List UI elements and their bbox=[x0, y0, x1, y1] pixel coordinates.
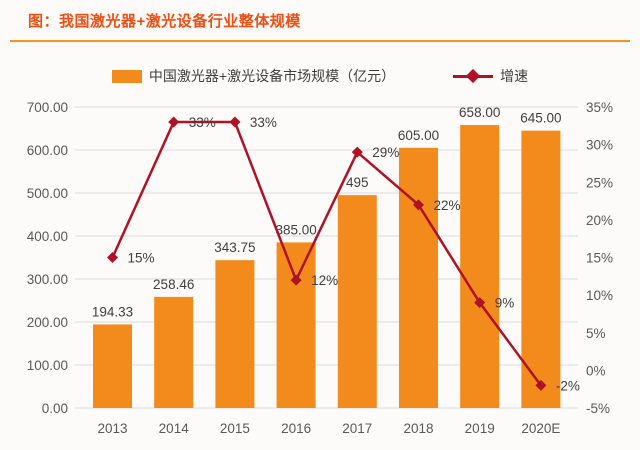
legend-item-market-size: 中国激光器+激光设备市场规模（亿元） bbox=[111, 66, 396, 86]
right-axis-tick: 0% bbox=[586, 363, 606, 378]
growth-value-label: 9% bbox=[495, 296, 515, 311]
diamond-marker bbox=[229, 116, 241, 128]
legend-label-growth: 增速 bbox=[500, 68, 529, 84]
legend: 中国激光器+激光设备市场规模（亿元） 增速 bbox=[0, 66, 640, 86]
bar bbox=[93, 324, 132, 408]
bar-value-label: 343.75 bbox=[214, 240, 255, 255]
diamond-marker bbox=[168, 116, 180, 128]
bar bbox=[460, 125, 500, 408]
left-axis-tick: 400.00 bbox=[27, 229, 68, 244]
diamond-marker bbox=[413, 199, 424, 211]
x-axis-label: 2016 bbox=[281, 421, 311, 436]
bar bbox=[154, 296, 194, 408]
growth-value-label: -2% bbox=[556, 378, 580, 393]
bar-value-label: 194.33 bbox=[92, 304, 133, 319]
bar bbox=[521, 130, 561, 408]
left-axis-tick: 600.00 bbox=[27, 143, 68, 158]
bar-value-label: 385.00 bbox=[275, 222, 316, 237]
right-axis-tick: -5% bbox=[586, 401, 610, 416]
left-axis-tick: 100.00 bbox=[27, 358, 68, 373]
x-axis-label: 2017 bbox=[342, 421, 372, 436]
left-axis-tick: 300.00 bbox=[27, 272, 68, 287]
diamond-marker bbox=[107, 252, 118, 263]
diamond-marker bbox=[535, 379, 547, 391]
bar bbox=[337, 195, 377, 408]
left-axis-tick: 700.00 bbox=[27, 100, 68, 115]
bar-value-label: 258.46 bbox=[153, 277, 194, 292]
left-axis-tick: 0.00 bbox=[42, 401, 68, 416]
growth-value-label: 33% bbox=[250, 115, 277, 130]
legend-item-growth: 增速 bbox=[453, 66, 528, 86]
growth-value-label: 33% bbox=[189, 115, 216, 130]
bar-swatch-icon bbox=[111, 69, 142, 83]
right-axis-tick: 10% bbox=[586, 288, 613, 303]
bar-value-label: 645.00 bbox=[520, 111, 561, 126]
bar bbox=[215, 260, 255, 408]
growth-value-label: 15% bbox=[128, 251, 155, 266]
right-axis-tick: 5% bbox=[586, 326, 606, 341]
line-diamond-icon bbox=[453, 68, 494, 84]
bar-value-label: 495 bbox=[346, 175, 369, 190]
x-axis-label: 2015 bbox=[220, 421, 250, 436]
legend-label-market-size: 中国激光器+激光设备市场规模（亿元） bbox=[148, 68, 396, 84]
diamond-marker bbox=[351, 146, 363, 158]
right-axis-tick: 15% bbox=[586, 251, 613, 266]
right-axis-tick: 35% bbox=[586, 100, 613, 115]
growth-value-label: 12% bbox=[311, 273, 338, 288]
diamond-marker bbox=[290, 274, 302, 286]
x-axis-label: 2018 bbox=[403, 421, 433, 436]
page-title: 图：我国激光器+激光设备行业整体规模 bbox=[28, 13, 301, 30]
bar-value-label: 658.00 bbox=[459, 105, 500, 120]
title-underline bbox=[10, 40, 630, 42]
growth-value-label: 22% bbox=[434, 198, 461, 213]
right-axis-tick: 30% bbox=[586, 138, 613, 153]
left-axis-tick: 200.00 bbox=[27, 315, 68, 330]
bar bbox=[399, 147, 438, 408]
bar-value-label: 605.00 bbox=[398, 128, 439, 143]
growth-value-label: 29% bbox=[372, 145, 399, 160]
x-axis-label: 2014 bbox=[159, 421, 190, 436]
diamond-marker bbox=[474, 297, 486, 309]
x-axis-label: 2019 bbox=[465, 421, 495, 436]
growth-line bbox=[111, 120, 542, 387]
left-axis-tick: 500.00 bbox=[27, 186, 68, 201]
x-axis-label: 2020E bbox=[521, 421, 560, 436]
x-axis-label: 2013 bbox=[97, 421, 127, 436]
right-axis-tick: 25% bbox=[586, 175, 613, 190]
right-axis-tick: 20% bbox=[586, 213, 613, 228]
bar bbox=[276, 242, 316, 408]
